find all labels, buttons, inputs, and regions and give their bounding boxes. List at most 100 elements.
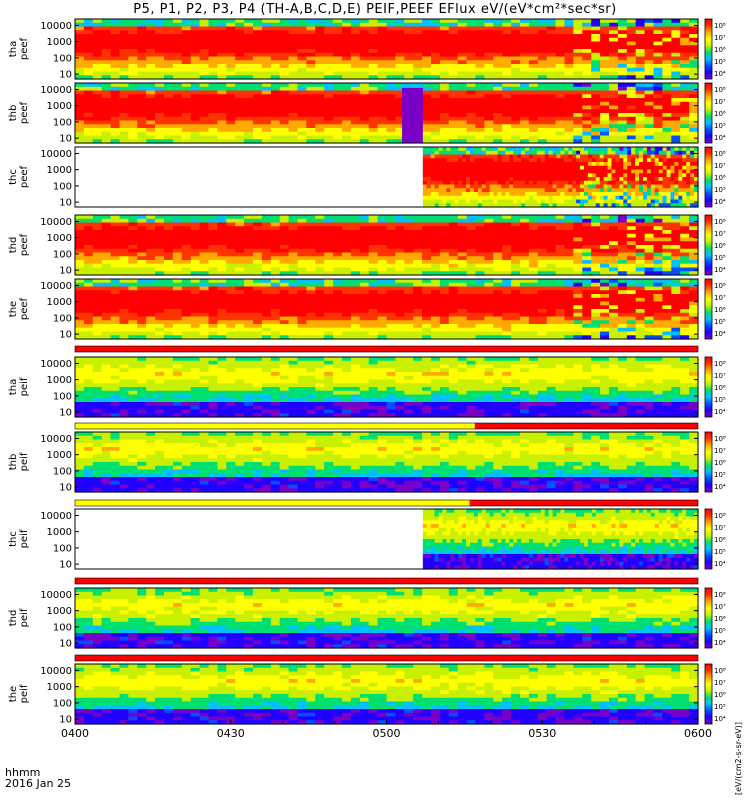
spectrogram-cell: [155, 109, 165, 114]
spectrogram-cell: [83, 75, 94, 80]
spectrogram-cell: [475, 230, 485, 235]
spectrogram-cell: [359, 75, 370, 80]
spectrogram-cell: [501, 184, 506, 189]
spectrogram-cell: [626, 267, 637, 272]
spectrogram-cell: [430, 184, 436, 189]
spectrogram-cell: [520, 252, 530, 257]
spectrogram-cell: [324, 267, 334, 272]
spectrogram-cell: [297, 30, 307, 35]
spectrogram-cell: [650, 147, 656, 152]
spectrogram-cell: [172, 260, 183, 265]
spectrogram-cell: [654, 180, 660, 186]
spectrogram-cell: [439, 116, 450, 122]
spectrogram-cell: [181, 305, 192, 310]
spectrogram-cell: [297, 230, 307, 235]
spectrogram-cell: [75, 215, 85, 220]
spectrogram-cell: [582, 267, 592, 272]
spectrogram-cell: [690, 154, 695, 159]
spectrogram-cell: [475, 98, 485, 103]
spectrogram-cell: [573, 19, 583, 24]
spectrogram-cell: [368, 67, 379, 73]
spectrogram-cell: [671, 135, 681, 140]
spectrogram-cell: [582, 75, 592, 80]
spectrogram-cell: [137, 286, 147, 291]
spectrogram-cell: [631, 158, 636, 163]
spectrogram-cell: [635, 139, 646, 144]
spectrogram-cell: [306, 75, 316, 80]
spectrogram-cell: [528, 177, 534, 182]
spectrogram-cell: [653, 113, 663, 118]
spectrogram-cell: [226, 83, 236, 88]
spectrogram-cell: [493, 162, 499, 167]
spectrogram-cell: [536, 177, 542, 182]
spectrogram-cell: [92, 101, 103, 107]
spectrogram-cell: [270, 237, 281, 242]
spectrogram-cell: [377, 22, 388, 28]
spectrogram-cell: [631, 177, 636, 182]
spectrogram-cell: [395, 267, 405, 272]
spectrogram-cell: [564, 83, 574, 88]
spectrogram-cell: [190, 120, 201, 125]
spectrogram-cell: [208, 22, 218, 28]
spectrogram-cell: [528, 215, 539, 220]
spectrogram-cell: [101, 30, 112, 35]
spectrogram-cell: [288, 94, 299, 99]
spectrogram-cell: [426, 184, 432, 189]
spectrogram-cell: [484, 52, 494, 58]
spectrogram-cell: [439, 45, 450, 50]
spectrogram-cell: [484, 271, 494, 276]
spectrogram-cell: [564, 124, 574, 129]
spectrogram-cell: [377, 260, 388, 265]
spectrogram-cell: [404, 215, 414, 220]
spectrogram-cell: [671, 139, 681, 144]
spectrogram-cell: [101, 252, 112, 257]
spectrogram-cell: [190, 37, 201, 43]
spectrogram-cell: [181, 256, 192, 261]
spectrogram-cell: [509, 154, 514, 159]
spectrogram-cell: [576, 162, 581, 167]
spectrogram-cell: [155, 279, 165, 284]
spectrogram-cell: [235, 135, 245, 140]
spectrogram-cell: [609, 60, 619, 65]
spectrogram-cell: [573, 124, 583, 129]
spectrogram-cell: [509, 147, 514, 152]
spectrogram-cell: [377, 215, 388, 220]
spectrogram-cell: [493, 19, 503, 24]
spectrogram-cell: [235, 233, 245, 239]
spectrogram-cell: [288, 320, 299, 325]
spectrogram-cell: [532, 192, 538, 197]
spectrogram-cell: [101, 26, 112, 31]
spectrogram-cell: [576, 169, 581, 174]
spectrogram-cell: [690, 192, 695, 197]
spectrogram-cell: [582, 30, 592, 35]
spectrogram-cell: [279, 60, 290, 65]
spectrogram-cell: [279, 30, 290, 35]
spectrogram-cell: [484, 94, 494, 99]
spectrogram-cell: [164, 286, 174, 291]
spectrogram-cell: [101, 41, 112, 46]
spectrogram-cell: [521, 173, 526, 178]
spectrogram-cell: [83, 105, 94, 110]
spectrogram-cell: [422, 226, 432, 231]
spectrogram-cell: [537, 98, 548, 103]
spectrogram-cell: [386, 237, 396, 242]
spectrogram-cell: [226, 327, 236, 333]
y-tick-label: 100: [53, 53, 72, 64]
spectrogram-cell: [270, 22, 281, 28]
spectrogram-cell: [682, 192, 687, 197]
spectrogram-cell: [654, 199, 660, 204]
spectrogram-cell: [181, 131, 192, 137]
spectrogram-cell: [146, 90, 156, 95]
spectrogram-cell: [470, 188, 475, 193]
spectrogram-cell: [226, 135, 236, 140]
spectrogram-cell: [525, 162, 530, 167]
spectrogram-cell: [532, 150, 538, 156]
spectrogram-cell: [155, 331, 165, 336]
spectrogram-cell: [644, 260, 655, 265]
spectrogram-cell: [442, 180, 448, 186]
spectrogram-cell: [146, 34, 156, 39]
spectrogram-cell: [635, 60, 646, 65]
spectrogram-cell: [582, 19, 592, 24]
spectrogram-cell: [75, 245, 85, 250]
spectrogram-cell: [92, 331, 103, 336]
